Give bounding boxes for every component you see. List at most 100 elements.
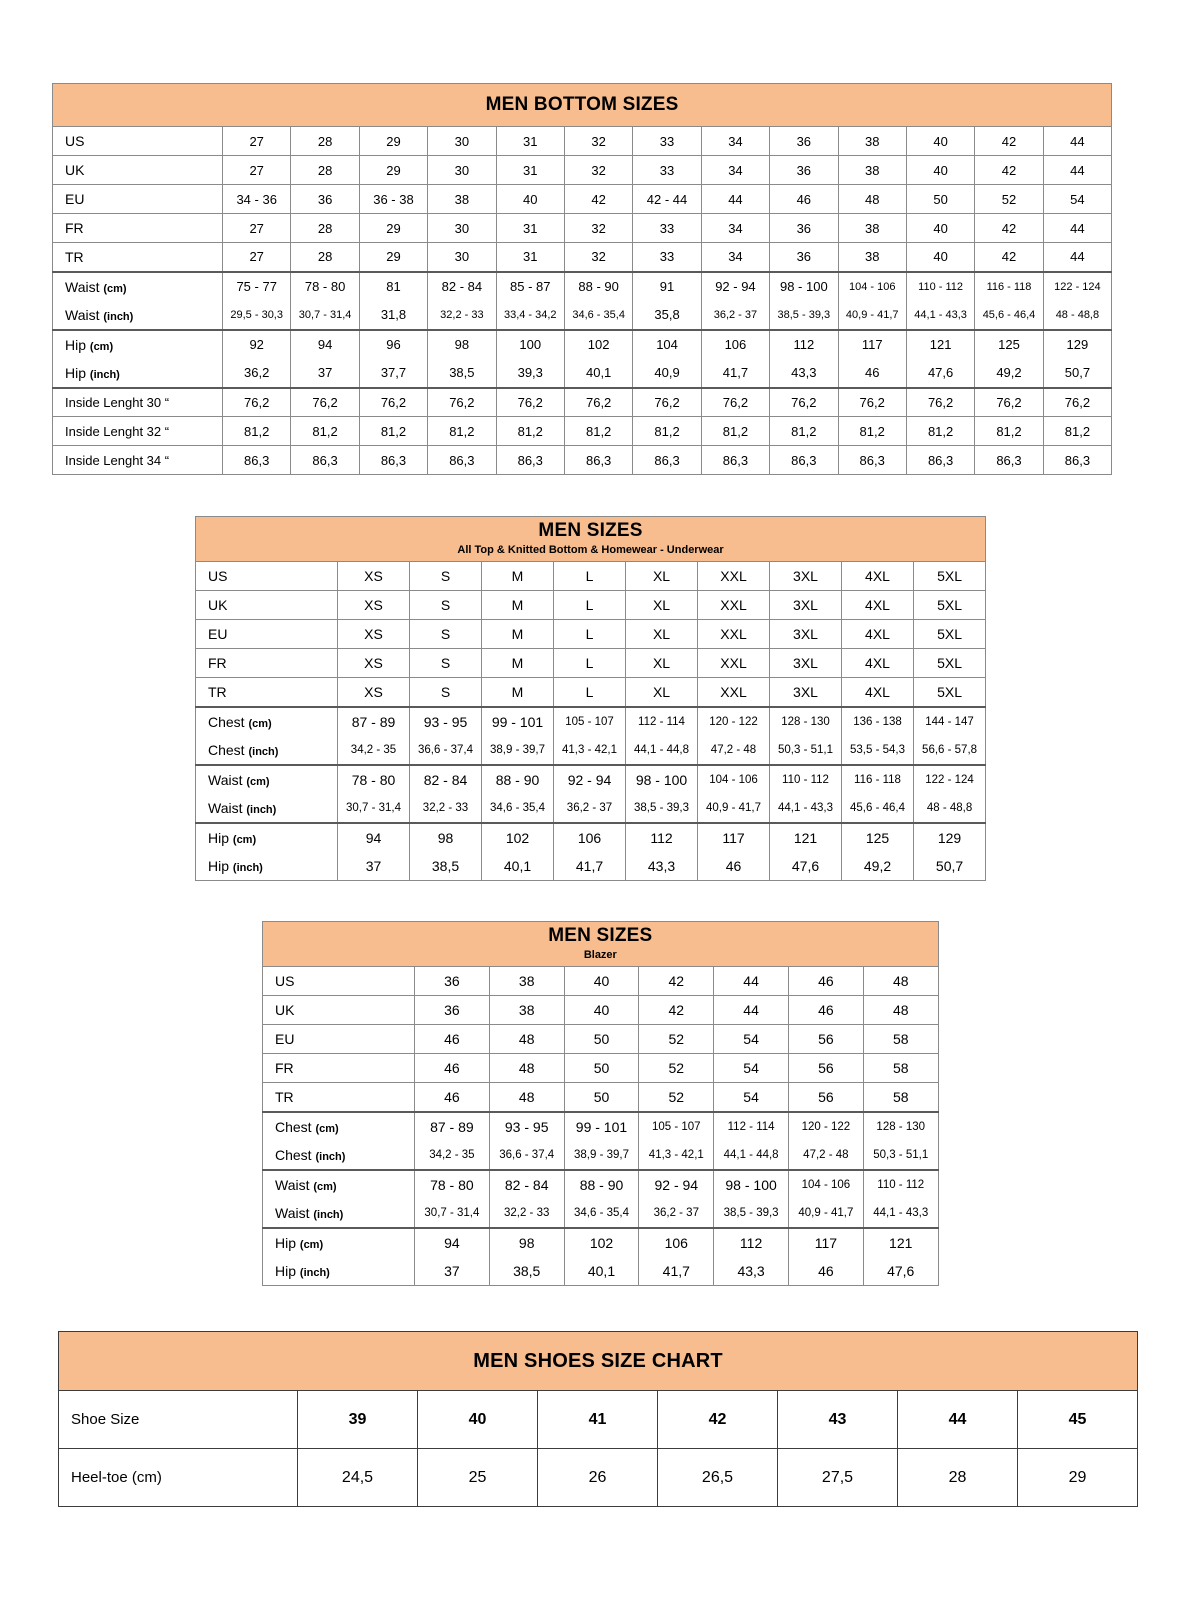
table-subtitle: All Top & Knitted Bottom & Homewear - Un… <box>457 544 724 557</box>
row-label-text: Chest <box>208 713 245 730</box>
row-label-unit: (inch) <box>232 861 263 874</box>
table-row: Waist (cm) 78 - 80 82 - 84 88 - 90 92 - 94 98… <box>262 1168 939 1199</box>
table-row: Waist (cm) 78 - 80 82 - 84 88 - 90 92 - 94 98… <box>195 763 987 794</box>
table-row: Hip (cm) 94 98 102 106 112 117 121 125 129 <box>195 821 987 852</box>
table-cell: 44,1 - 44,8 <box>713 1140 789 1170</box>
table-cell: 121 <box>862 1226 939 1257</box>
row-label-text: Inside Lenght 30 “ <box>65 394 170 410</box>
table-row: Waist (inch) 30,7 - 31,4 32,2 - 33 34,6 - 3… <box>195 793 987 823</box>
table-cell: 117 <box>787 1226 864 1257</box>
table-cell: 144 - 147 <box>912 705 987 736</box>
table-cell: 29 <box>1016 1448 1139 1507</box>
table-cell: 4XL <box>841 590 914 620</box>
table-cell: 46 <box>787 966 864 996</box>
table-cell: 86,3 <box>769 445 839 475</box>
row-label: TR <box>52 242 223 272</box>
table-cell: 102 <box>481 821 554 852</box>
table-cell: 76,2 <box>700 386 771 417</box>
table-cell: 36,6 - 37,4 <box>488 1140 565 1170</box>
table-cell: 38,5 <box>488 1256 565 1286</box>
table-cell: 42 <box>974 242 1044 272</box>
table-cell: 99 - 101 <box>481 705 554 736</box>
table-cell: 92 - 94 <box>638 1168 715 1199</box>
table-cell: 46 <box>697 851 770 881</box>
table-cell: 78 - 80 <box>337 763 410 794</box>
row-label-text: Chest <box>275 1118 312 1135</box>
table-cell: 38 <box>488 966 565 996</box>
table-cell: 94 <box>290 328 360 359</box>
table-cell: 5XL <box>912 561 987 591</box>
table-cell: 3XL <box>769 648 842 678</box>
table-cell: 81,2 <box>495 416 565 446</box>
table-cell: 78 - 80 <box>290 270 360 301</box>
table-row: FR 27 28 29 30 31 32 33 34 36 38 40 42 44 <box>52 213 1113 243</box>
row-label-text: Hip <box>208 857 230 874</box>
row-label-text: Heel-toe (cm) <box>71 1469 162 1486</box>
table-cell: 39,3 <box>495 358 565 388</box>
table-cell: 40,1 <box>563 358 634 388</box>
table-cell: 122 - 124 <box>1042 270 1113 301</box>
table-cell: 45 <box>1016 1390 1139 1449</box>
table-cell: 105 - 107 <box>553 705 626 736</box>
table-cell: 33 <box>632 242 702 272</box>
table-row: Hip (inch) 37 38,5 40,1 41,7 43,3 46 47,6 <box>262 1256 939 1286</box>
table-cell: 128 - 130 <box>862 1110 939 1141</box>
table-cell: 45,6 - 46,4 <box>974 300 1044 330</box>
table-cell: 86,3 <box>563 445 634 475</box>
table-cell: 36,2 - 37 <box>553 793 626 823</box>
table-cell: 86,3 <box>427 445 497 475</box>
table-cell: 110 - 112 <box>905 270 976 301</box>
table-cell: 44,1 - 43,3 <box>905 300 976 330</box>
row-label: Waist (inch) <box>262 1198 415 1228</box>
table-cell: 28 <box>290 213 360 243</box>
table-cell: 48 <box>488 1082 565 1112</box>
row-label-unit: (cm) <box>248 717 272 730</box>
table-cell: 40 <box>905 155 976 185</box>
table-cell: 30 <box>427 126 497 156</box>
table-cell: 85 - 87 <box>495 270 565 301</box>
table-cell: L <box>553 590 626 620</box>
table-cell: XS <box>337 648 410 678</box>
table-cell: 128 - 130 <box>769 705 842 736</box>
row-label-text: Hip <box>275 1234 297 1251</box>
table-cell: 106 <box>553 821 626 852</box>
table-cell: 86,3 <box>837 445 907 475</box>
row-label-unit: (inch) <box>315 1150 346 1163</box>
row-label-text: EU <box>208 626 228 642</box>
table-cell: 86,3 <box>1042 445 1113 475</box>
table-cell: 86,3 <box>495 445 565 475</box>
table-cell: 88 - 90 <box>563 1168 640 1199</box>
table-cell: 44 <box>1042 126 1113 156</box>
table-cell: XXL <box>697 590 770 620</box>
table-cell: 93 - 95 <box>409 705 482 736</box>
table-row: FR 46 48 50 52 54 56 58 <box>262 1053 939 1083</box>
row-label-unit: (inch) <box>246 803 277 816</box>
table-cell: 56 <box>787 1053 864 1083</box>
table-cell: 36,2 <box>221 358 292 388</box>
table-cell: 46 <box>787 1256 864 1286</box>
table-cell: 42 <box>974 126 1044 156</box>
row-label: Waist (inch) <box>195 793 338 823</box>
table-cell: 36 <box>769 213 839 243</box>
table-cell: 37,7 <box>358 358 429 388</box>
table-cell: 36,6 - 37,4 <box>409 735 482 765</box>
table-title: MEN SIZES <box>548 925 653 947</box>
table-cell: 31 <box>495 242 565 272</box>
table-cell: 36 <box>414 995 490 1025</box>
table-cell: 52 <box>638 1082 715 1112</box>
table-cell: 38,5 <box>409 851 482 881</box>
table-cell: 52 <box>974 184 1044 214</box>
row-label-text: UK <box>208 597 228 613</box>
table-cell: 34,6 - 35,4 <box>563 300 634 330</box>
table-cell: 112 <box>713 1226 789 1257</box>
table-cell: S <box>409 648 482 678</box>
row-label: EU <box>195 619 338 649</box>
table-row: US XS S M L XL XXL 3XL 4XL 5XL <box>195 561 987 591</box>
table-cell: 129 <box>912 821 987 852</box>
table-cell: 40,9 - 41,7 <box>697 793 770 823</box>
table-cell: 82 - 84 <box>409 763 482 794</box>
table-cell: 43 <box>777 1390 898 1449</box>
row-label: Chest (cm) <box>262 1110 415 1141</box>
table-cell: 44,1 - 43,3 <box>769 793 842 823</box>
